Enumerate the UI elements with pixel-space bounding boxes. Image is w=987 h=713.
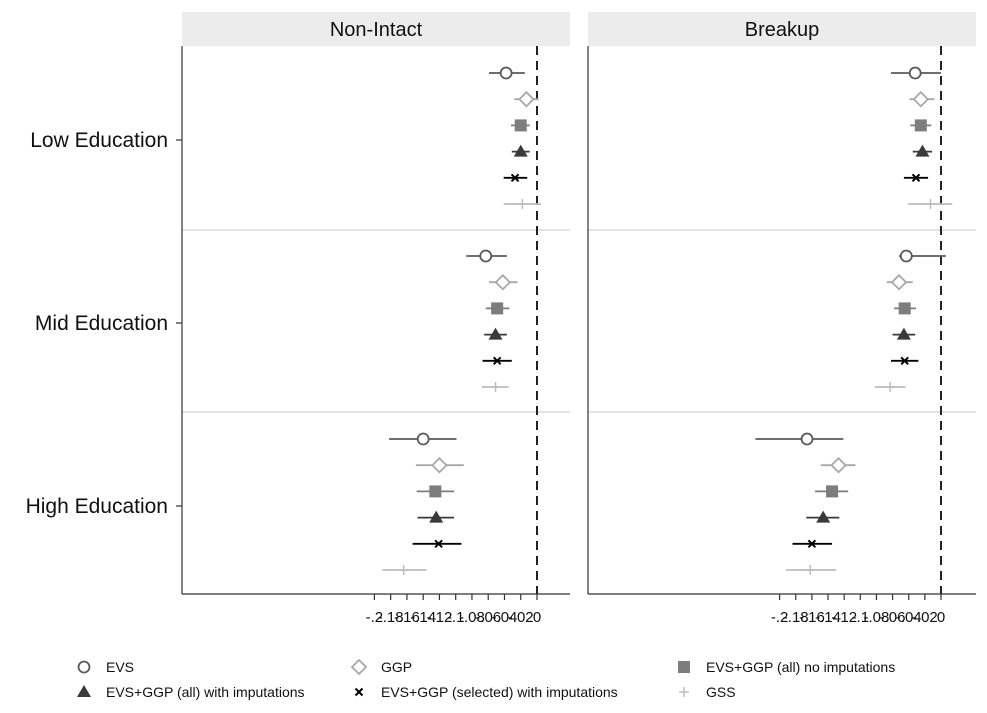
legend-symbol-evs (77, 660, 91, 674)
point-gss (517, 199, 528, 209)
legend-symbol-evs-ggp-selected-with-imputations (354, 687, 364, 697)
row-label-low-education: Low Education (30, 129, 168, 152)
panel-title-non-intact: Non-Intact (330, 19, 423, 41)
x-tick-label: -.18 (378, 609, 404, 626)
x-tick-label: -.18 (783, 609, 809, 626)
point-evs-ggp-all-with-imputations (816, 510, 831, 523)
point-evs (499, 66, 513, 80)
point-gss (398, 565, 409, 575)
x-tick-label: -.14 (410, 609, 436, 626)
point-evs-ggp-all-with-imputations (513, 144, 528, 157)
point-ggp (830, 456, 847, 474)
x-tick-label: -.16 (394, 609, 420, 626)
legend-item-evs-ggp-selected-with-imputations: EVS+GGP (selected) with imputations (354, 684, 618, 700)
x-tick-label: -.16 (799, 609, 825, 626)
point-evs (479, 249, 493, 263)
point-evs-ggp-selected-with-imputations (510, 173, 520, 183)
legend-symbol-gss (679, 687, 689, 697)
point-ggp (912, 90, 930, 108)
point-evs-ggp-all-with-imputations (896, 327, 911, 340)
legend: EVS GGP EVS+GGP (all) no imputations EVS+GG… (77, 658, 895, 700)
point-evs (899, 249, 913, 263)
x-tick-label: -.1 (447, 609, 465, 626)
x-tick-label: -.1 (852, 609, 870, 626)
legend-symbol-evs-ggp-all-with-imputations (77, 685, 91, 697)
point-ggp (494, 273, 512, 291)
point-evs-ggp-all-no-imputations (914, 119, 927, 132)
point-gss (925, 199, 936, 209)
point-evs-ggp-all-no-imputations (491, 302, 504, 315)
x-tick-label: -.08 (864, 609, 890, 626)
x-tick-label: -.02 (912, 609, 938, 626)
point-evs-ggp-all-no-imputations (514, 119, 527, 132)
panel-breakup: -.2-.18-.16-.14-.12-.1-.08-.06-.04-.02 0 (587, 46, 976, 626)
legend-label-evs: EVS (106, 659, 134, 675)
plot-area: Low Education Mid Education High Education… (26, 46, 976, 626)
x-tick-label: -.2 (771, 609, 789, 626)
point-evs-ggp-selected-with-imputations (492, 356, 502, 366)
point-ggp (431, 456, 448, 474)
legend-label-evs-ggp-all-no-imputations: EVS+GGP (all) no imputations (706, 659, 895, 675)
x-tick-label: -.08 (459, 609, 485, 626)
x-tick-label: -.04 (896, 609, 922, 626)
point-ggp (518, 90, 535, 108)
point-evs-ggp-selected-with-imputations (911, 173, 921, 183)
legend-item-evs: EVS (77, 659, 134, 675)
point-evs-ggp-selected-with-imputations (434, 539, 443, 549)
legend-item-evs-ggp-all-no-imputations: EVS+GGP (all) no imputations (678, 659, 895, 675)
legend-item-gss: GSS (679, 684, 736, 700)
panel-non-intact: -.2-.18-.16-.14-.12-.1-.08-.06-.04-.02 0 (176, 46, 570, 626)
panel-title-breakup: Breakup (745, 19, 820, 41)
point-evs-ggp-all-with-imputations (488, 327, 503, 340)
x-tick-label: -.06 (880, 609, 906, 626)
point-evs-ggp-selected-with-imputations (807, 539, 817, 549)
row-label-mid-education: Mid Education (35, 312, 168, 335)
legend-symbol-evs-ggp-all-no-imputations (678, 661, 690, 673)
point-gss (805, 565, 816, 575)
x-tick-label: -.14 (815, 609, 841, 626)
legend-label-evs-ggp-all-with-imputations: EVS+GGP (all) with imputations (106, 684, 305, 700)
legend-symbol-ggp (350, 658, 368, 676)
point-evs (908, 66, 922, 80)
point-evs-ggp-all-no-imputations (429, 485, 442, 498)
point-evs-ggp-all-with-imputations (429, 510, 444, 523)
x-tick-label: 0 (937, 609, 945, 626)
point-evs (800, 432, 814, 446)
x-tick-label: -.2 (366, 609, 384, 626)
x-tick-label: -.12 (427, 609, 453, 626)
x-tick-label: -.06 (475, 609, 501, 626)
x-tick-label: -.02 (508, 609, 534, 626)
panel-strip-breakup (588, 12, 976, 46)
point-gss (885, 382, 896, 392)
point-gss (490, 382, 501, 392)
point-evs (416, 432, 430, 446)
legend-item-ggp: GGP (350, 658, 412, 676)
x-tick-label: -.12 (831, 609, 857, 626)
point-evs-ggp-all-no-imputations (898, 302, 911, 315)
point-ggp (890, 273, 908, 291)
panel-strip-non-intact (182, 12, 570, 46)
point-evs-ggp-all-with-imputations (915, 144, 930, 157)
point-evs-ggp-selected-with-imputations (900, 356, 909, 366)
row-label-high-education: High Education (26, 495, 168, 518)
legend-label-ggp: GGP (381, 659, 412, 675)
legend-item-evs-ggp-all-with-imputations: EVS+GGP (all) with imputations (77, 684, 305, 700)
x-tick-label: -.04 (492, 609, 518, 626)
panel-strips: Non-Intact Breakup (182, 12, 976, 46)
legend-label-evs-ggp-selected-with-imputations: EVS+GGP (selected) with imputations (381, 684, 618, 700)
x-tick-label: 0 (533, 609, 541, 626)
point-evs-ggp-all-no-imputations (826, 485, 839, 498)
legend-label-gss: GSS (706, 684, 736, 700)
